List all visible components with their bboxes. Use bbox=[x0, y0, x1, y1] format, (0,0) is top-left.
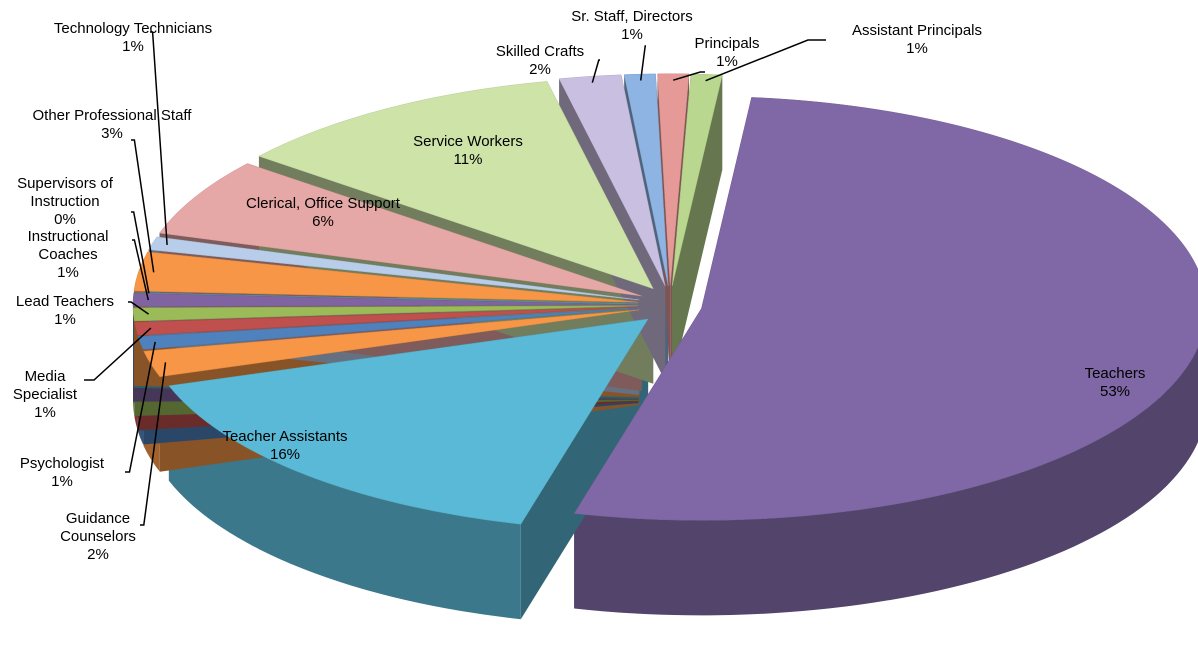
category-label: Teacher Assistants bbox=[222, 428, 348, 445]
slice bbox=[133, 292, 639, 305]
leader-line bbox=[150, 31, 168, 245]
slice-label: Assistant Principals 1% bbox=[822, 22, 1012, 58]
category-label: Supervisors of Instruction bbox=[17, 175, 113, 210]
category-label: Assistant Principals bbox=[851, 22, 983, 39]
value-label: 1% bbox=[906, 40, 928, 57]
leader-line bbox=[705, 39, 826, 82]
slice-label: Service Workers 11% bbox=[393, 133, 543, 169]
slice bbox=[623, 73, 669, 286]
value-label: 1% bbox=[54, 311, 76, 328]
category-label: Guidance Counselors bbox=[60, 510, 136, 545]
category-label: Principals bbox=[694, 35, 760, 52]
slice bbox=[133, 251, 639, 303]
value-label: 53% bbox=[1099, 383, 1131, 400]
category-label: Skilled Crafts bbox=[495, 43, 585, 60]
slice bbox=[159, 163, 642, 297]
slice bbox=[148, 236, 640, 301]
category-label: Instructional Coaches bbox=[27, 228, 109, 263]
value-label: 2% bbox=[87, 546, 109, 563]
leader-line bbox=[84, 327, 152, 381]
leader-line bbox=[128, 301, 150, 315]
value-label: 1% bbox=[621, 26, 643, 43]
slice-label: Other Professional Staff 3% bbox=[7, 107, 217, 143]
slice-label: Lead Teachers 1% bbox=[5, 293, 125, 329]
value-label: 3% bbox=[101, 125, 123, 142]
category-label: Teachers bbox=[1084, 365, 1146, 382]
value-label: 1% bbox=[57, 264, 79, 281]
slice-label: Skilled Crafts 2% bbox=[485, 43, 595, 79]
value-label: 16% bbox=[269, 446, 301, 463]
slice bbox=[132, 293, 639, 307]
slice-label: Teachers 53% bbox=[1055, 365, 1175, 401]
slice bbox=[168, 318, 649, 525]
leader-line bbox=[125, 341, 156, 473]
value-label: 1% bbox=[122, 38, 144, 55]
slice bbox=[671, 73, 723, 286]
category-label: Other Professional Staff bbox=[32, 107, 192, 124]
slice-side bbox=[574, 347, 1198, 616]
value-label: 1% bbox=[34, 404, 56, 421]
slice-side bbox=[168, 385, 521, 620]
leader-line bbox=[131, 211, 150, 294]
top-layer bbox=[132, 73, 1198, 525]
leader-line bbox=[591, 59, 600, 83]
slice-label: Teacher Assistants 16% bbox=[205, 428, 365, 464]
slice-label: Clerical, Office Support 6% bbox=[218, 195, 428, 231]
slice bbox=[657, 73, 690, 286]
slice bbox=[134, 306, 639, 336]
slice-label: Psychologist 1% bbox=[12, 455, 112, 491]
value-label: 0% bbox=[54, 211, 76, 228]
slice-wall bbox=[672, 74, 723, 381]
category-label: Clerical, Office Support bbox=[246, 195, 400, 212]
slice-label: Media Specialist 1% bbox=[8, 368, 83, 422]
slice bbox=[573, 97, 1198, 521]
slice bbox=[132, 305, 639, 322]
value-label: 2% bbox=[529, 61, 551, 78]
value-label: 1% bbox=[716, 53, 738, 70]
slice-label: Technology Technicians 1% bbox=[28, 20, 238, 56]
slice bbox=[558, 74, 666, 287]
category-label: Media Specialist bbox=[12, 368, 78, 403]
category-label: Service Workers bbox=[413, 133, 523, 150]
category-label: Psychologist bbox=[19, 455, 105, 472]
category-label: Lead Teachers bbox=[15, 293, 115, 310]
value-label: 6% bbox=[312, 213, 334, 230]
slice bbox=[258, 81, 654, 290]
leader-line bbox=[639, 45, 646, 81]
category-label: Technology Technicians bbox=[53, 20, 213, 37]
value-label: 1% bbox=[51, 473, 73, 490]
slice-label: Guidance Counselors 2% bbox=[48, 510, 148, 564]
leader-line bbox=[131, 139, 155, 273]
slice-label: Principals 1% bbox=[682, 35, 772, 71]
slice bbox=[137, 307, 639, 350]
category-label: Sr. Staff, Directors bbox=[571, 8, 693, 25]
leader-line bbox=[140, 362, 167, 526]
value-label: 11% bbox=[453, 151, 483, 168]
slice-label: Sr. Staff, Directors 1% bbox=[547, 8, 717, 44]
leader-line bbox=[672, 71, 705, 81]
slice-label: Instructional Coaches 1% bbox=[21, 228, 116, 282]
leader-line bbox=[132, 239, 150, 301]
slice-label: Supervisors of Instruction 0% bbox=[8, 175, 123, 229]
